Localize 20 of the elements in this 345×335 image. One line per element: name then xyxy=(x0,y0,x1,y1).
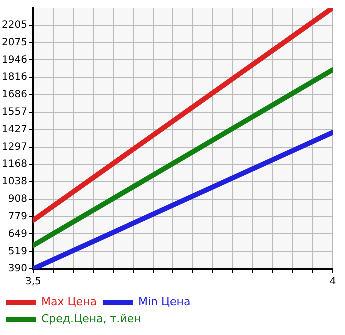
legend-label: Min Цена xyxy=(138,295,191,308)
y-tick-label: 1168 xyxy=(2,159,28,170)
y-tick-label: 2205 xyxy=(2,20,28,32)
y-tick-label: 1946 xyxy=(2,54,28,66)
y-tick-label: 1557 xyxy=(2,106,28,118)
legend-label: Сред.Цена, т.йен xyxy=(42,312,142,326)
y-tick-label: 649 xyxy=(8,228,28,240)
y-tick-label: 1038 xyxy=(2,176,28,188)
y-tick-label: 1427 xyxy=(2,124,28,136)
y-tick-label: 779 xyxy=(8,211,28,222)
y-tick-label: 1816 xyxy=(2,72,28,84)
y-tick-label: 1686 xyxy=(2,90,28,101)
y-tick-label: 908 xyxy=(8,194,28,206)
y-tick-label: 390 xyxy=(8,264,28,275)
x-tick-label: 3,5 xyxy=(25,276,42,288)
x-tick-label: 4 xyxy=(330,276,336,288)
y-tick-label: 2075 xyxy=(2,37,28,48)
y-tick-label: 519 xyxy=(8,246,28,258)
y-tick-label: 1297 xyxy=(2,142,28,153)
legend-label: Max Цена xyxy=(42,295,97,308)
